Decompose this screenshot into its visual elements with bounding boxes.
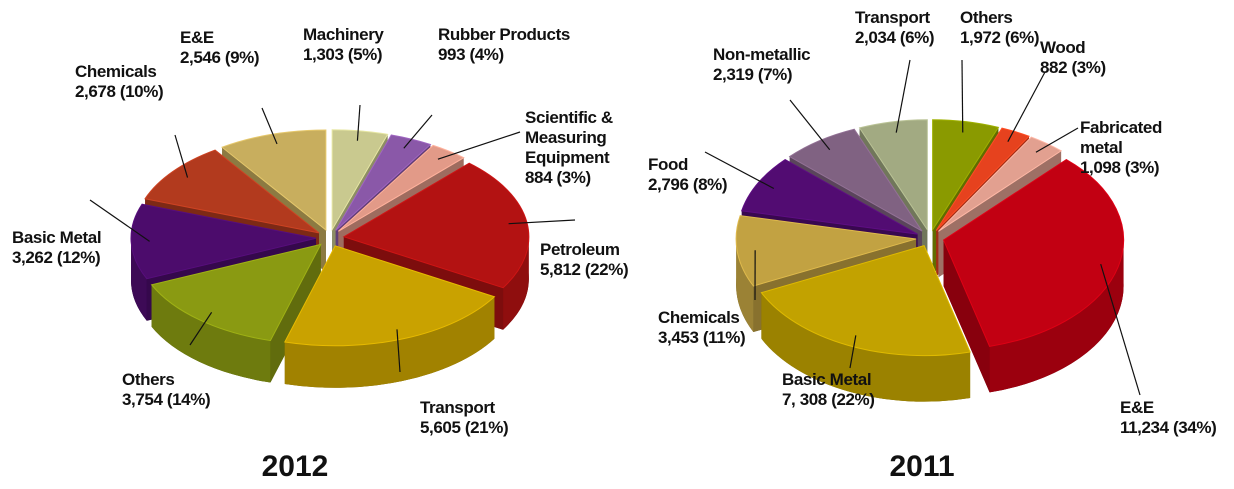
value-label: 5,812 (22%) (540, 260, 629, 279)
data-label: Rubber Products 993 (4%) (438, 25, 570, 65)
slice (935, 127, 1030, 231)
slice (284, 245, 496, 347)
leader-line (1100, 263, 1141, 396)
category-label: Chemicals (75, 62, 157, 81)
value-label: 2,319 (7%) (713, 65, 793, 84)
leader-line (1007, 71, 1046, 142)
leader-line (895, 59, 911, 133)
slice (144, 149, 320, 234)
leader-line (437, 131, 521, 160)
category-label: Others (122, 370, 175, 389)
slice (130, 203, 317, 280)
leader-line (849, 335, 857, 369)
value-label: 2,546 (9%) (180, 48, 260, 67)
slice (150, 243, 322, 342)
slice (221, 129, 327, 232)
slice (938, 136, 1063, 232)
data-label: Machinery 1,303 (5%) (303, 25, 384, 65)
slice-side (761, 292, 971, 402)
slice-side (151, 284, 271, 383)
value-label: 882 (3%) (1040, 58, 1106, 77)
data-label: Chemicals 2,678 (10%) (75, 62, 164, 102)
slice-wall (943, 240, 990, 393)
category-label: Food (648, 155, 688, 174)
leader-line (261, 107, 278, 145)
category-label: Chemicals (658, 308, 740, 327)
value-label: 2,796 (8%) (648, 175, 728, 194)
value-label: 884 (3%) (525, 168, 591, 187)
slice (858, 119, 928, 232)
category-label: Scientific & Measuring Equipment (525, 108, 613, 167)
category-label: E&E (180, 28, 214, 47)
data-label: Basic Metal 3,262 (12%) (12, 228, 102, 268)
category-label: Non-metallic (713, 45, 811, 64)
leader-line (704, 151, 775, 190)
category-label: Wood (1040, 38, 1086, 57)
leader-line (403, 114, 433, 149)
value-label: 3,262 (12%) (12, 248, 101, 267)
category-label: Basic Metal (12, 228, 102, 247)
data-label: E&E 2,546 (9%) (180, 28, 260, 68)
value-label: 1,303 (5%) (303, 45, 383, 64)
category-label: Transport (855, 8, 930, 27)
slice (788, 128, 923, 232)
category-label: Transport (420, 398, 495, 417)
value-label: 7, 308 (22%) (782, 390, 875, 409)
value-label: 2,034 (6%) (855, 28, 935, 47)
category-label: Machinery (303, 25, 384, 44)
value-label: 5,605 (21%) (420, 418, 509, 437)
category-label: Petroleum (540, 240, 620, 259)
value-label: 1,098 (3%) (1080, 158, 1160, 177)
slice-side (989, 240, 1124, 393)
category-label: E&E (1120, 398, 1154, 417)
value-label: 3,754 (14%) (122, 390, 211, 409)
slice (942, 158, 1125, 347)
slice (760, 245, 971, 357)
leader-line (174, 134, 189, 178)
data-label: Scientific & Measuring Equipment 884 (3%) (525, 108, 635, 188)
value-label: 993 (4%) (438, 45, 504, 64)
value-label: 11,234 (34%) (1120, 418, 1217, 437)
data-label: Transport 2,034 (6%) (855, 8, 935, 48)
leader-line (89, 199, 150, 242)
data-label: Basic Metal 7, 308 (22%) (782, 370, 875, 410)
leader-line (789, 99, 831, 151)
data-label: Non-metallic 2,319 (7%) (713, 45, 811, 85)
leader-line (396, 329, 401, 373)
slice (932, 119, 1000, 232)
leader-line (189, 311, 213, 346)
data-label: Transport 5,605 (21%) (420, 398, 509, 438)
data-label: E&E 11,234 (34%) (1120, 398, 1217, 438)
value-label: 2,678 (10%) (75, 82, 164, 101)
category-label: Basic Metal (782, 370, 872, 389)
data-label: Chemicals 3,453 (11%) (658, 308, 746, 348)
category-label: Fabricated metal (1080, 118, 1162, 157)
leader-line (1035, 127, 1079, 153)
slice (338, 144, 465, 232)
slice-side (503, 236, 529, 330)
slice-side (284, 296, 495, 388)
slice (740, 159, 918, 235)
leader-line (961, 59, 964, 133)
value-label: 3,453 (11%) (658, 328, 746, 347)
slice (331, 129, 389, 232)
data-label: Others 3,754 (14%) (122, 370, 211, 410)
chart-title: 2012 (261, 450, 329, 483)
data-label: Petroleum 5,812 (22%) (540, 240, 629, 280)
slice-side (736, 238, 754, 333)
data-label: Fabricated metal 1,098 (3%) (1080, 118, 1180, 178)
data-label: Food 2,796 (8%) (648, 155, 728, 195)
data-label: Others 1,972 (6%) (960, 8, 1040, 48)
category-label: Others (960, 8, 1013, 27)
value-label: 1,972 (6%) (960, 28, 1040, 47)
leader-line (508, 219, 576, 225)
leader-line (356, 104, 361, 141)
data-label: Wood 882 (3%) (1040, 38, 1106, 78)
chart-title: 2011 (889, 450, 955, 483)
slice (735, 215, 917, 287)
category-label: Rubber Products (438, 25, 570, 44)
